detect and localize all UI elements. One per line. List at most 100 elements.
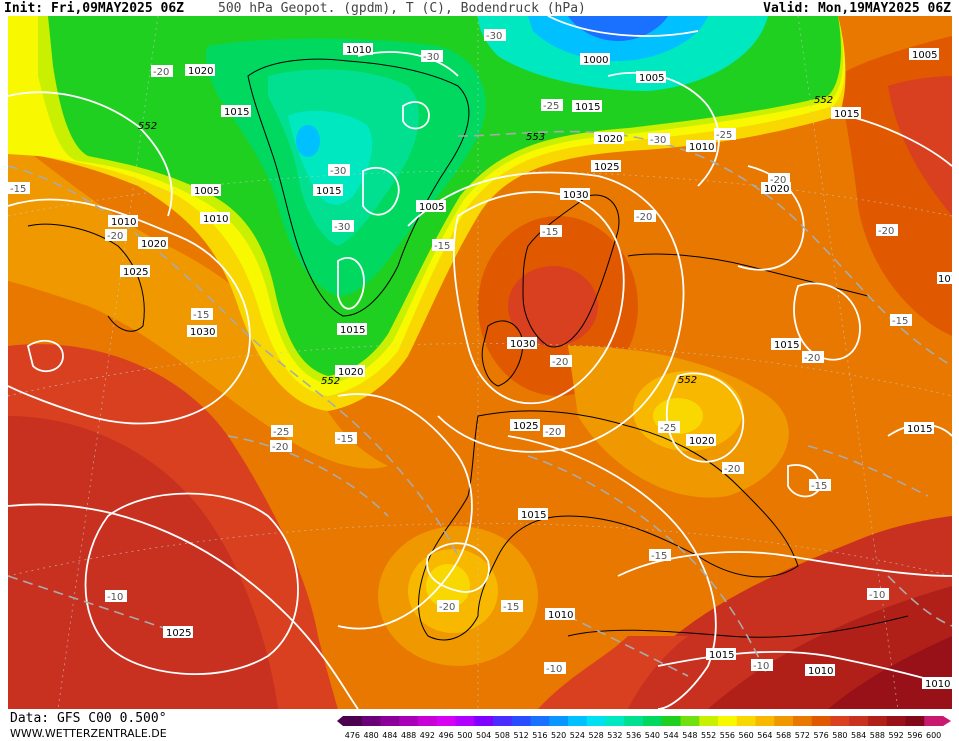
chart-footer: Data: GFS C00 0.500° WWW.WETTERZENTRALE.… [0,709,959,741]
legend-tick-label: 536 [626,731,641,740]
isobar-label: 1005 [191,184,221,197]
svg-text:1020: 1020 [689,436,714,447]
isobar-label: 1020 [185,64,215,77]
isotherm-label: -25 [271,425,293,438]
legend-swatch [643,716,663,726]
geopot-label: 552 [678,375,697,386]
svg-text:-10: -10 [546,664,562,675]
isotherm-label: -25 [658,421,680,434]
svg-text:-15: -15 [337,434,353,445]
svg-text:1005: 1005 [194,186,219,197]
svg-text:-20: -20 [878,226,894,237]
geopotential-contour-labels: 552 553 552 552 552 [138,95,833,387]
isobar-label: 1010 [805,664,835,677]
legend-swatch [774,716,794,726]
legend-swatch [605,716,625,726]
isotherm-label: -30 [648,133,670,146]
isobar-label: 1015 [518,508,548,521]
svg-text:1025: 1025 [123,267,148,278]
legend-tick-label: 480 [363,731,378,740]
svg-text:1015: 1015 [521,510,546,521]
isotherm-label: -10 [751,659,773,672]
svg-text:-20: -20 [804,353,820,364]
legend-swatch [886,716,906,726]
legend-tick-label: 540 [645,731,660,740]
svg-text:1015: 1015 [709,650,734,661]
isobar-label: 1015 [221,105,251,118]
isotherm-label: -15 [649,549,671,562]
isobar-label: 1025 [591,160,621,173]
legend-swatch [511,716,531,726]
svg-text:1030: 1030 [190,327,215,338]
svg-text:1015: 1015 [907,424,932,435]
legend-swatch [680,716,700,726]
legend-tick-label: 532 [607,731,622,740]
svg-text:-15: -15 [892,316,908,327]
isobar-label: 1020 [686,434,716,447]
legend-swatch [755,716,775,726]
legend-swatch [793,716,813,726]
legend-left-arrow [337,716,343,726]
valid-time: Valid: Mon,19MAY2025 06Z [763,1,951,16]
legend-tick-label: 544 [663,731,678,740]
legend-tick-label: 488 [401,731,416,740]
legend-swatch [868,716,888,726]
legend-swatch [343,716,363,726]
isobar-label: 1015 [572,100,602,113]
geopot-label: 552 [321,376,340,387]
map-title: 500 hPa Geopot. (gpdm), T (C), Bodendruc… [218,1,586,16]
svg-text:-30: -30 [334,222,350,233]
svg-text:1020: 1020 [141,239,166,250]
svg-text:1025: 1025 [594,162,619,173]
isotherm-label: -20 [437,600,459,613]
legend-tick-label: 484 [382,731,397,740]
svg-text:-30: -30 [650,135,666,146]
isobar-label: 1015 [706,648,736,661]
svg-text:101: 101 [938,274,952,285]
svg-text:1010: 1010 [111,217,136,228]
svg-text:-15: -15 [503,602,519,613]
svg-text:-25: -25 [273,427,289,438]
isotherm-label: -20 [722,462,744,475]
svg-text:1005: 1005 [639,73,664,84]
svg-text:1015: 1015 [340,325,365,336]
svg-text:-15: -15 [542,227,558,238]
chart-header: Init: Fri,09MAY2025 06Z 500 hPa Geopot. … [0,0,959,16]
legend-tick-label: 476 [345,731,360,740]
isotherm-label: -10 [867,588,889,601]
isotherm-label: -30 [484,29,506,42]
svg-text:1010: 1010 [689,142,714,153]
svg-text:1010: 1010 [808,666,833,677]
legend-tick-label: 496 [438,731,453,740]
legend-tick-label: 504 [476,731,491,740]
svg-text:1000: 1000 [583,55,608,66]
svg-text:1020: 1020 [597,134,622,145]
legend-swatch [530,716,550,726]
legend-tick-label: 568 [776,731,791,740]
legend-tick-label: 508 [495,731,510,740]
svg-text:-20: -20 [153,67,169,78]
isobar-label: 1010 [545,608,575,621]
svg-text:1010: 1010 [203,214,228,225]
legend-swatch [736,716,756,726]
legend-swatch [474,716,494,726]
isotherm-label: -20 [543,425,565,438]
svg-text:1015: 1015 [834,109,859,120]
legend-tick-label: 564 [757,731,772,740]
isotherm-label: -20 [634,210,656,223]
isobar-label: 1005 [636,71,666,84]
legend-right-arrow [943,716,951,726]
isotherm-label: -30 [328,164,350,177]
svg-text:-10: -10 [753,661,769,672]
svg-text:1015: 1015 [774,340,799,351]
svg-text:-25: -25 [543,101,559,112]
isobar-label: 1015 [904,422,934,435]
isotherm-label: -15 [809,479,831,492]
isobar-label: 1010 [922,677,952,690]
svg-text:-15: -15 [434,241,450,252]
svg-text:1015: 1015 [575,102,600,113]
legend-tick-label: 548 [682,731,697,740]
legend-swatch [380,716,400,726]
svg-text:-25: -25 [716,130,732,141]
svg-text:-20: -20 [545,427,561,438]
